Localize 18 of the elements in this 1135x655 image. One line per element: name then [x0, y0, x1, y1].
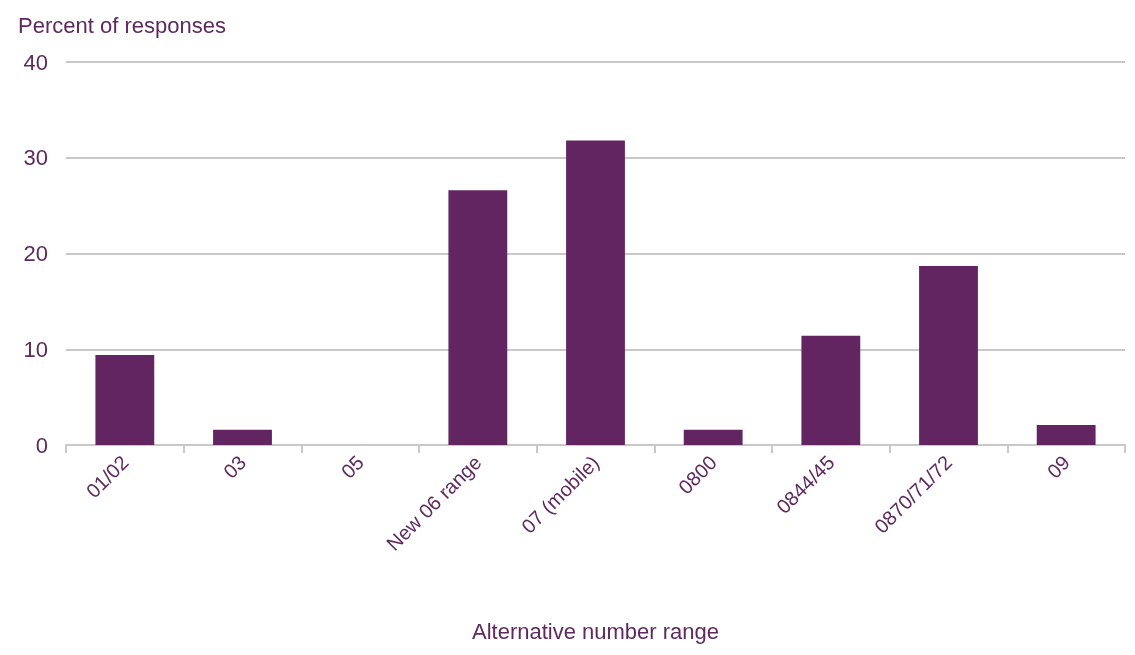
bar [919, 265, 978, 445]
y-tick-label: 10 [23, 336, 48, 362]
bar [448, 190, 508, 445]
x-tick-label: 09 [1042, 451, 1074, 483]
y-tick-label: 0 [35, 432, 48, 458]
bar [683, 429, 743, 445]
bar [801, 335, 861, 445]
y-tick-label: 30 [23, 145, 48, 171]
bar [1036, 424, 1096, 445]
bar [566, 140, 625, 445]
x-axis-title: Alternative number range [471, 618, 720, 644]
y-tick-label: 40 [23, 49, 48, 75]
bar [95, 355, 155, 445]
x-tick-label: 03 [219, 451, 251, 483]
y-tick-label: 20 [23, 241, 48, 266]
x-tick-label: 05 [336, 451, 368, 483]
y-axis-title: Percent of responses [18, 12, 226, 38]
bar [213, 429, 272, 445]
